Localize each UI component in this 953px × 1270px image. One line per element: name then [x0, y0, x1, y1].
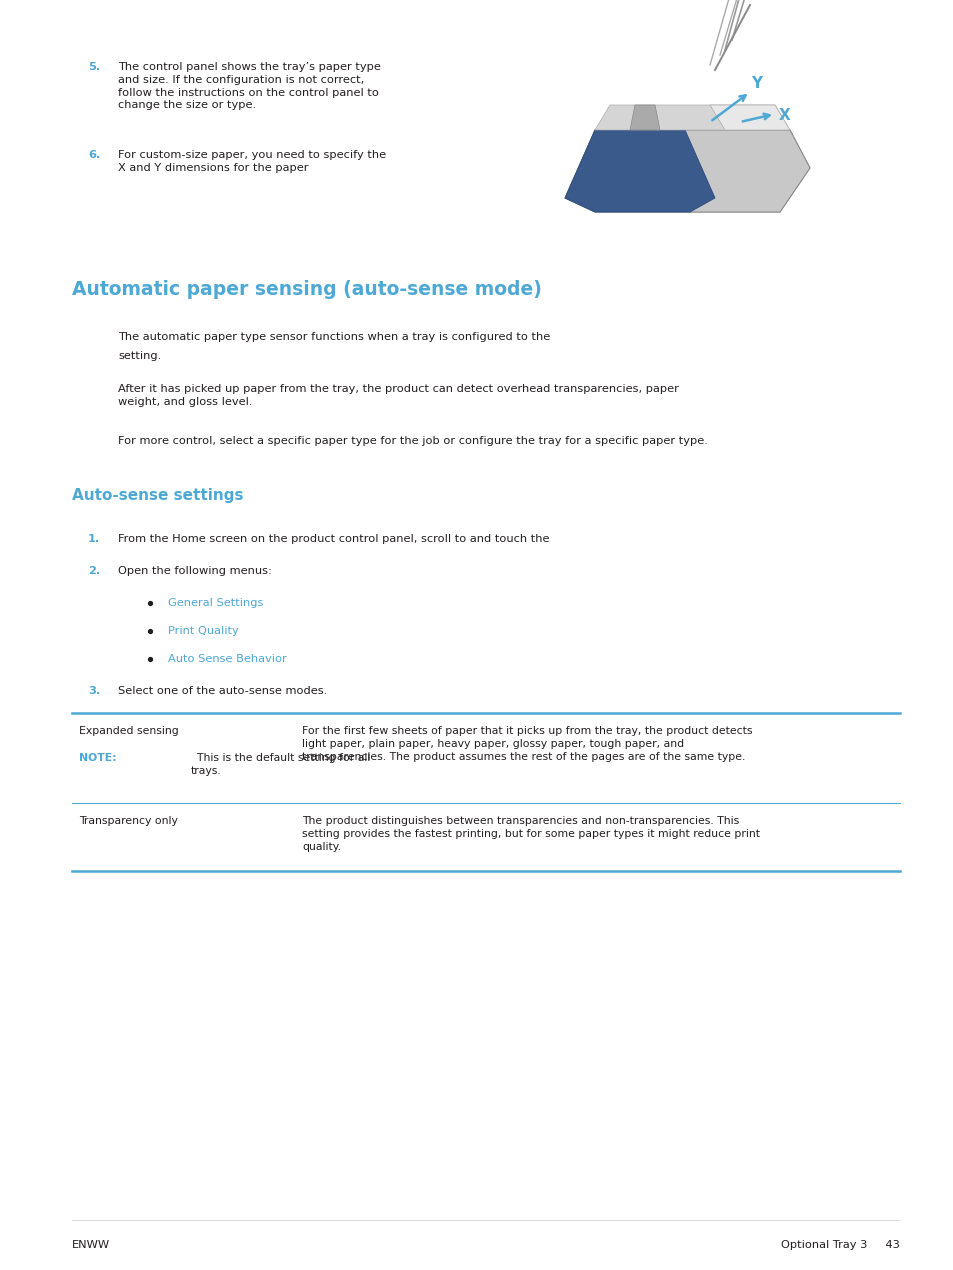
Text: Auto Sense Behavior: Auto Sense Behavior	[168, 654, 287, 664]
Text: Optional Tray 3     43: Optional Tray 3 43	[781, 1240, 899, 1250]
Polygon shape	[564, 130, 809, 212]
Text: Auto-sense settings: Auto-sense settings	[71, 488, 243, 503]
Text: 1.: 1.	[88, 533, 100, 544]
Text: NOTE:: NOTE:	[79, 753, 116, 763]
Text: The automatic paper type sensor functions when a tray is configured to the: The automatic paper type sensor function…	[118, 331, 554, 342]
Text: Select one of the auto-sense modes.: Select one of the auto-sense modes.	[118, 686, 327, 696]
Polygon shape	[629, 105, 659, 130]
Text: The product distinguishes between transparencies and non-transparencies. This
se: The product distinguishes between transp…	[302, 817, 760, 852]
Text: General Settings: General Settings	[168, 598, 263, 608]
Text: Y: Y	[751, 76, 761, 91]
Polygon shape	[595, 105, 789, 130]
Text: setting.: setting.	[118, 351, 161, 361]
Polygon shape	[564, 130, 714, 212]
Text: 6.: 6.	[88, 150, 100, 160]
Text: For custom-size paper, you need to specify the
X and Y dimensions for the paper: For custom-size paper, you need to speci…	[118, 150, 386, 173]
Text: Transparency only: Transparency only	[79, 817, 177, 826]
Text: ENWW: ENWW	[71, 1240, 110, 1250]
Text: Expanded sensing: Expanded sensing	[79, 726, 178, 737]
Text: For the first few sheets of paper that it picks up from the tray, the product de: For the first few sheets of paper that i…	[302, 726, 752, 762]
Text: Print Quality: Print Quality	[168, 626, 238, 636]
Text: 5.: 5.	[88, 62, 100, 72]
Text: After it has picked up paper from the tray, the product can detect overhead tran: After it has picked up paper from the tr…	[118, 384, 679, 406]
Text: X: X	[779, 108, 790, 123]
Text: Automatic paper sensing (auto-sense mode): Automatic paper sensing (auto-sense mode…	[71, 279, 541, 298]
Text: For more control, select a specific paper type for the job or configure the tray: For more control, select a specific pape…	[118, 436, 707, 446]
Text: From the Home screen on the product control panel, scroll to and touch the: From the Home screen on the product cont…	[118, 533, 553, 544]
Polygon shape	[709, 105, 789, 130]
Polygon shape	[564, 130, 809, 212]
Text: The control panel shows the tray’s paper type
and size. If the configuration is : The control panel shows the tray’s paper…	[118, 62, 380, 110]
Text: Open the following menus:: Open the following menus:	[118, 566, 272, 577]
Text: 2.: 2.	[88, 566, 100, 577]
Text: 3.: 3.	[88, 686, 100, 696]
Text: This is the default setting for all
trays.: This is the default setting for all tray…	[191, 753, 371, 776]
